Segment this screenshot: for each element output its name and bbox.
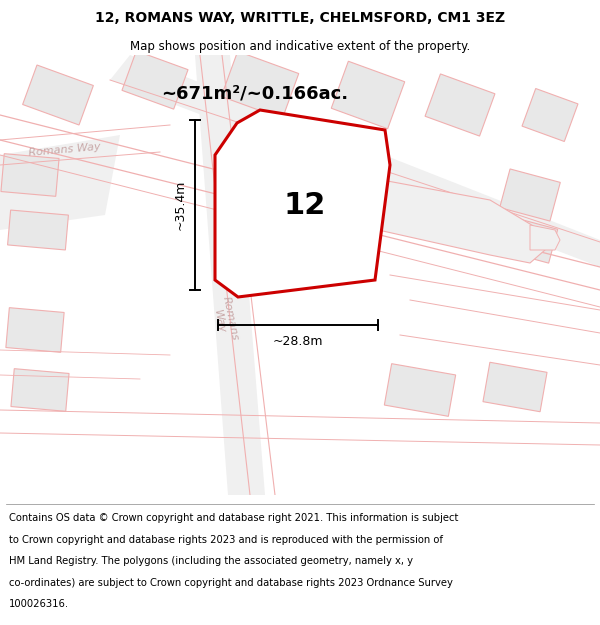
Text: 12, ROMANS WAY, WRITTLE, CHELMSFORD, CM1 3EZ: 12, ROMANS WAY, WRITTLE, CHELMSFORD, CM1…: [95, 11, 505, 25]
Polygon shape: [330, 175, 545, 263]
Polygon shape: [253, 185, 330, 225]
Polygon shape: [11, 369, 69, 411]
Text: co-ordinates) are subject to Crown copyright and database rights 2023 Ordnance S: co-ordinates) are subject to Crown copyr…: [9, 578, 453, 587]
Polygon shape: [522, 89, 578, 141]
Polygon shape: [530, 225, 560, 250]
Polygon shape: [23, 65, 94, 125]
Text: 12: 12: [284, 191, 326, 219]
Polygon shape: [1, 154, 59, 196]
Polygon shape: [195, 55, 265, 495]
Text: HM Land Registry. The polygons (including the associated geometry, namely x, y: HM Land Registry. The polygons (includin…: [9, 556, 413, 566]
Polygon shape: [331, 61, 405, 129]
Polygon shape: [8, 210, 68, 250]
Text: Map shows position and indicative extent of the property.: Map shows position and indicative extent…: [130, 39, 470, 52]
Polygon shape: [502, 217, 558, 263]
Polygon shape: [122, 51, 188, 109]
Text: 100026316.: 100026316.: [9, 599, 69, 609]
Text: ~671m²/~0.166ac.: ~671m²/~0.166ac.: [161, 85, 349, 103]
Text: Romans Way: Romans Way: [29, 142, 101, 158]
Text: ~28.8m: ~28.8m: [273, 335, 323, 348]
Polygon shape: [385, 364, 455, 416]
Text: to Crown copyright and database rights 2023 and is reproduced with the permissio: to Crown copyright and database rights 2…: [9, 534, 443, 544]
Polygon shape: [0, 135, 120, 230]
Polygon shape: [110, 55, 600, 267]
Polygon shape: [483, 362, 547, 412]
Text: ~35.4m: ~35.4m: [174, 180, 187, 230]
Polygon shape: [221, 51, 299, 119]
Text: Contains OS data © Crown copyright and database right 2021. This information is : Contains OS data © Crown copyright and d…: [9, 513, 458, 523]
Polygon shape: [215, 110, 390, 297]
Polygon shape: [425, 74, 495, 136]
Text: Romans
Way: Romans Way: [210, 296, 240, 344]
Text: Romans Way: Romans Way: [269, 157, 350, 193]
Polygon shape: [500, 169, 560, 221]
Polygon shape: [6, 308, 64, 352]
